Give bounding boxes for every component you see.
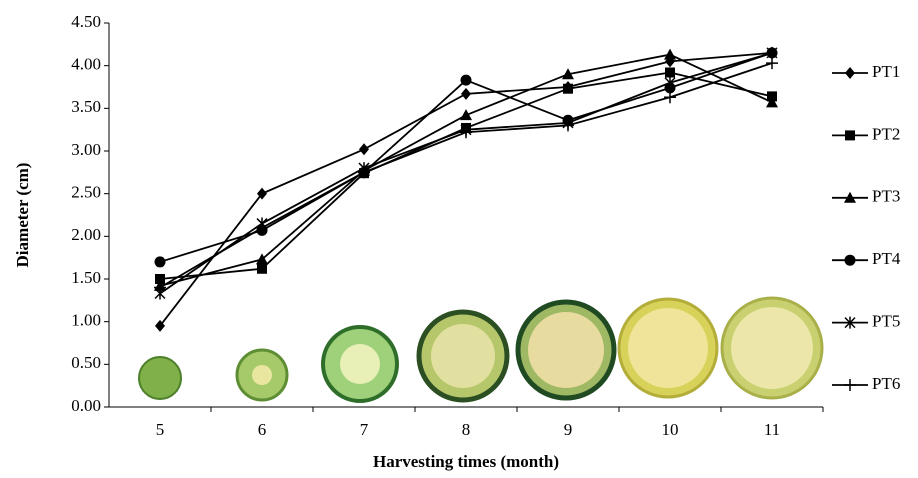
line (160, 72, 772, 279)
point (664, 49, 676, 60)
x-axis-title: Harvesting times (month) (373, 452, 559, 471)
fruit (628, 308, 708, 388)
x-tick-label: 10 (662, 420, 679, 439)
y-tick-label: 1.00 (71, 311, 101, 330)
fruit (731, 307, 813, 389)
point (563, 84, 573, 94)
y-axis-title: Diameter (cm) (13, 163, 32, 268)
legend-label: PT4 (872, 249, 901, 268)
fruit (252, 365, 272, 385)
legend-marker (845, 255, 856, 266)
legend-label: PT5 (872, 312, 900, 331)
point (461, 88, 471, 100)
fruit (528, 312, 604, 388)
legend-label: PT6 (872, 374, 900, 393)
y-tick-label: 2.50 (71, 183, 101, 202)
y-tick-label: 3.50 (71, 97, 101, 116)
point (461, 75, 472, 86)
y-tick-label: 1.50 (71, 268, 101, 287)
x-tick-label: 7 (360, 420, 369, 439)
y-tick-label: 4.00 (71, 55, 101, 74)
point (766, 57, 778, 69)
fruit (340, 344, 380, 384)
point (460, 109, 472, 120)
fruit (431, 324, 495, 388)
point (155, 256, 166, 267)
point (665, 77, 675, 89)
x-tick-label: 8 (462, 420, 471, 439)
legend-label: PT3 (872, 187, 900, 206)
fruit-images (139, 298, 822, 401)
fruit (139, 357, 181, 399)
point (665, 67, 675, 77)
x-tick-label: 6 (258, 420, 267, 439)
legend-marker (844, 379, 856, 391)
legend-label: PT1 (872, 62, 900, 81)
y-tick-label: 0.50 (71, 353, 101, 372)
x-tick-label: 9 (564, 420, 573, 439)
y-tick-label: 0.00 (71, 396, 101, 415)
y-tick-label: 2.00 (71, 225, 101, 244)
x-tick-label: 5 (156, 420, 165, 439)
point (664, 91, 676, 103)
chart: Diameter (cm) Harvesting times (month) 0… (0, 0, 918, 478)
legend-marker (845, 130, 855, 140)
point (359, 143, 369, 155)
point (257, 264, 267, 274)
legend-marker (845, 67, 855, 79)
x-tick-label: 11 (764, 420, 780, 439)
legend-label: PT2 (872, 124, 900, 143)
y-tick-label: 4.50 (71, 12, 101, 31)
y-tick-label: 3.00 (71, 140, 101, 159)
